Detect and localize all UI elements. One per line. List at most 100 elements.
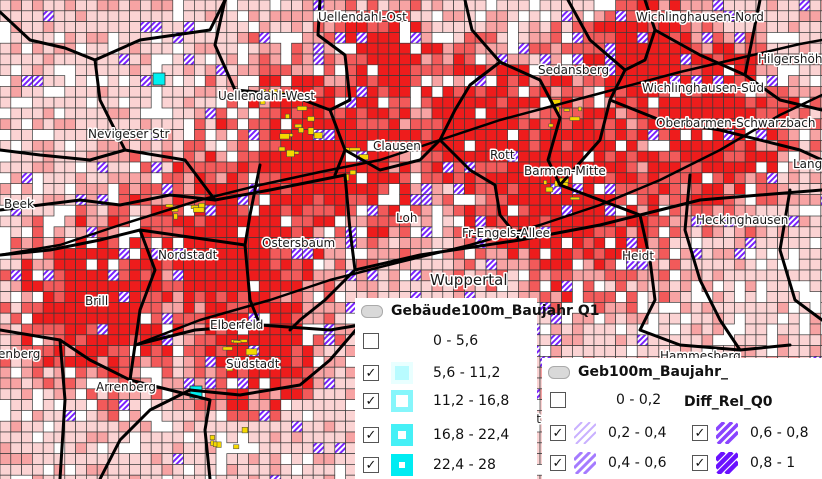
grid-cell	[269, 64, 282, 76]
legend-checkbox[interactable]: ✓	[550, 455, 566, 471]
grid-cell	[42, 388, 55, 400]
grid-cell	[291, 410, 303, 422]
grid-cell	[636, 96, 649, 109]
legend-checkbox[interactable]: ✓	[363, 457, 379, 473]
grid-cell	[86, 453, 98, 465]
grid-cell	[528, 150, 541, 163]
grid-cell	[604, 291, 616, 303]
grid-cell	[658, 53, 670, 66]
legend-label: 0,8 - 1	[750, 455, 796, 471]
grid-cell	[32, 64, 44, 76]
layer-group-icon	[548, 365, 570, 379]
grid-cell	[32, 0, 44, 12]
grid-cell	[312, 215, 325, 228]
legend-item[interactable]: ✓ 0,8 - 1	[692, 452, 795, 474]
grid-cell	[32, 366, 44, 379]
grid-cell	[42, 32, 55, 44]
grid-cell	[485, 10, 498, 22]
grid-cell	[820, 118, 822, 130]
grid-cell	[183, 10, 195, 22]
grid-cell	[377, 183, 390, 195]
legend-item[interactable]: ✓ 0,4 - 0,6	[550, 452, 666, 474]
grid-cell	[399, 75, 411, 87]
grid-cell	[518, 194, 530, 206]
grid-cell	[345, 280, 357, 292]
grid-cell	[21, 237, 33, 249]
grid-cell	[248, 248, 260, 260]
grid-cell	[334, 377, 346, 390]
legend-item[interactable]: ✓ 16,8 - 22,4	[363, 424, 509, 446]
grid-cell	[798, 269, 811, 282]
legend-checkbox[interactable]	[550, 392, 566, 408]
grid-cell	[572, 323, 584, 336]
legend-item[interactable]: ✓ 22,4 - 28	[363, 454, 496, 476]
grid-cell	[420, 129, 433, 141]
grid-cell	[0, 42, 12, 55]
legend-item[interactable]: ✓ 5,6 - 11,2	[363, 362, 500, 384]
legend-item[interactable]: ✓ 11,2 - 16,8	[363, 390, 509, 412]
building	[307, 127, 314, 135]
grid-cell	[302, 64, 314, 76]
grid-cell	[496, 129, 508, 141]
legend-checkbox[interactable]	[363, 333, 379, 349]
legend-checkbox[interactable]: ✓	[692, 455, 708, 471]
grid-cell-hatched	[204, 107, 217, 120]
legend-item[interactable]: ✓ 0,2 - 0,4	[550, 422, 666, 444]
grid-cell	[453, 204, 465, 217]
grid-cell	[712, 42, 724, 55]
building	[279, 133, 290, 140]
grid-cell	[42, 442, 55, 454]
grid-cell	[561, 75, 573, 87]
grid-cell	[32, 226, 44, 238]
grid-cell	[248, 453, 260, 465]
grid-cell	[75, 323, 87, 336]
legend-checkbox[interactable]: ✓	[363, 365, 379, 381]
grid-cell	[129, 453, 141, 465]
grid-cell	[107, 431, 120, 444]
grid-cell	[701, 140, 714, 152]
grid-cell	[615, 269, 627, 282]
grid-cell	[399, 237, 411, 249]
grid-cell-hatched	[21, 75, 33, 87]
grid-cell	[572, 140, 584, 152]
legend-checkbox[interactable]: ✓	[550, 425, 566, 441]
grid-cell	[518, 75, 530, 87]
grid-cell	[572, 75, 584, 87]
grid-cell	[183, 420, 195, 433]
grid-cell	[53, 118, 66, 130]
district-border	[188, 323, 362, 397]
grid-cell	[302, 161, 314, 174]
grid-cell	[690, 302, 703, 314]
grid-cell	[658, 248, 670, 260]
grid-cell	[21, 161, 33, 174]
grid-cell	[42, 161, 55, 174]
legend-item[interactable]: 0 - 5,6	[363, 330, 478, 352]
legend-checkbox[interactable]: ✓	[363, 427, 379, 443]
grid-cell	[377, 280, 390, 292]
grid-cell	[701, 323, 714, 336]
grid-cell	[96, 64, 109, 76]
grid-cell	[86, 32, 98, 44]
grid-cell	[755, 302, 768, 314]
legend-item[interactable]: ✓ 0,6 - 0,8	[692, 422, 808, 444]
grid-cell	[291, 215, 303, 228]
grid-cell	[10, 53, 22, 66]
legend-checkbox[interactable]: ✓	[692, 425, 708, 441]
grid-cell	[150, 140, 163, 152]
grid-cell	[550, 0, 562, 12]
grid-cell	[302, 388, 314, 400]
grid-cell	[161, 237, 174, 249]
grid-cell	[410, 0, 422, 12]
legend-swatch	[391, 424, 413, 446]
grid-cell	[237, 204, 249, 217]
grid-cell	[32, 442, 44, 454]
grid-cell	[42, 431, 55, 444]
grid-cell	[215, 474, 228, 479]
legend-checkbox[interactable]: ✓	[363, 393, 379, 409]
grid-cell	[302, 291, 314, 303]
building	[286, 149, 295, 157]
grid-cell	[194, 64, 206, 76]
grid-cell	[258, 204, 271, 217]
legend-item[interactable]: 0 - 0,2	[550, 392, 661, 408]
grid-cell	[0, 64, 12, 76]
